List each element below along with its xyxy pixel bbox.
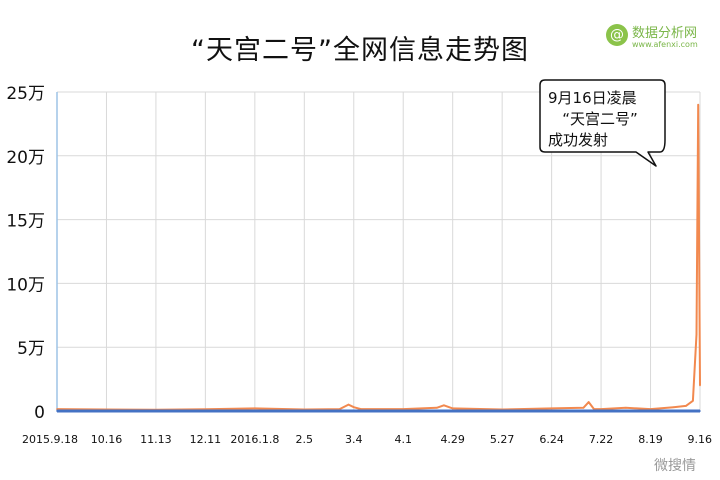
- x-tick-label: 6.24: [539, 433, 564, 446]
- x-tick-label: 11.13: [140, 433, 172, 446]
- series-line-1: [56, 103, 701, 411]
- chart-title: “天宫二号”全网信息走势图: [191, 35, 529, 66]
- data-point-1: [697, 104, 699, 106]
- logo-name: 数据分析网: [632, 26, 698, 41]
- x-tick-label: 10.16: [91, 433, 123, 446]
- x-tick-label: 2015.9.18: [22, 433, 78, 446]
- data-point-1: [443, 404, 445, 407]
- data-point-1: [699, 384, 701, 387]
- data-point-1: [672, 406, 675, 409]
- y-tick-label: 25万: [6, 84, 45, 104]
- data-point-1: [692, 400, 694, 402]
- watermark: 微搜情: [654, 458, 696, 474]
- x-tick-label: 2.5: [296, 433, 314, 446]
- data-point-1: [695, 333, 698, 336]
- data-point-1: [587, 401, 590, 403]
- data-point-1: [582, 407, 585, 409]
- x-tick-label: 5.27: [490, 433, 515, 446]
- data-point-1: [436, 407, 438, 409]
- y-tick-label: 15万: [6, 212, 45, 232]
- x-tick-label: 7.22: [589, 433, 614, 446]
- data-point-1: [254, 407, 256, 410]
- y-tick-label: 0: [34, 403, 45, 423]
- data-point-2: [699, 410, 701, 412]
- site-logo: @ 数据分析网 www.afenxi.com: [606, 20, 716, 52]
- logo-badge-icon: @: [606, 24, 628, 46]
- data-point-1: [685, 405, 687, 407]
- data-point-1: [451, 407, 454, 410]
- data-point-1: [347, 403, 350, 406]
- data-point-1: [625, 407, 627, 409]
- x-tick-label: 2016.1.8: [230, 433, 279, 446]
- logo-url: www.afenxi.com: [632, 40, 698, 49]
- x-tick-label: 4.1: [394, 433, 412, 446]
- data-point-2: [56, 410, 58, 412]
- y-tick-label: 5万: [17, 339, 45, 359]
- x-tick-label: 9.16: [688, 433, 713, 446]
- annotation-bubble: [539, 79, 666, 167]
- x-tick-label: 3.4: [345, 433, 363, 446]
- data-point-1: [353, 406, 355, 409]
- data-point-1: [550, 407, 553, 410]
- x-tick-label: 8.19: [638, 433, 663, 446]
- x-tick-label: 12.11: [190, 433, 222, 446]
- annotation-line: “天宫二号”: [562, 110, 638, 128]
- annotation-line: 9月16日凌晨: [548, 89, 637, 107]
- y-tick-label: 10万: [6, 275, 45, 295]
- annotation-line: 成功发射: [548, 131, 608, 149]
- x-tick-label: 4.29: [440, 433, 465, 446]
- y-tick-label: 20万: [6, 148, 45, 168]
